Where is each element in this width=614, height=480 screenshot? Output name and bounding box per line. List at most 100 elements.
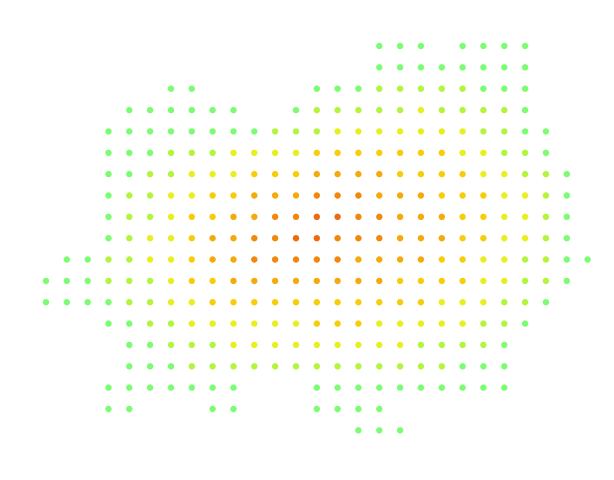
map-dot bbox=[459, 106, 466, 114]
map-dot bbox=[355, 213, 362, 220]
map-dot bbox=[230, 299, 237, 306]
map-dot bbox=[438, 363, 445, 370]
map-dot bbox=[480, 42, 487, 50]
map-dot bbox=[480, 256, 487, 263]
map-dot bbox=[313, 320, 320, 327]
map-dot bbox=[251, 256, 258, 263]
map-dot bbox=[563, 277, 570, 285]
map-dot bbox=[396, 427, 404, 434]
map-dot bbox=[105, 213, 112, 220]
map-dot bbox=[480, 384, 487, 391]
map-dot bbox=[521, 149, 529, 156]
map-dot bbox=[459, 192, 466, 199]
map-dot bbox=[480, 192, 487, 199]
map-dot bbox=[146, 320, 154, 327]
map-dot bbox=[126, 363, 133, 370]
map-dot bbox=[376, 106, 383, 114]
map-dot bbox=[292, 341, 300, 349]
map-dot bbox=[396, 42, 404, 50]
map-dot bbox=[417, 42, 425, 50]
map-dot bbox=[417, 149, 425, 156]
map-dot bbox=[313, 277, 320, 285]
map-dot bbox=[438, 128, 445, 135]
map-dot bbox=[480, 320, 487, 327]
map-dot bbox=[459, 213, 466, 220]
map-dot bbox=[42, 299, 50, 306]
map-dot bbox=[146, 277, 154, 285]
map-dot bbox=[251, 363, 258, 370]
map-dot bbox=[542, 213, 550, 220]
map-dot bbox=[292, 106, 300, 114]
map-dot bbox=[167, 170, 175, 178]
map-dot bbox=[146, 363, 154, 370]
map-dot bbox=[334, 235, 341, 242]
map-dot bbox=[126, 106, 133, 114]
map-dot bbox=[501, 299, 508, 306]
map-dot bbox=[146, 128, 154, 135]
map-dot bbox=[459, 320, 466, 327]
map-dot bbox=[313, 384, 320, 391]
map-dot bbox=[126, 341, 133, 349]
map-dot bbox=[271, 128, 279, 135]
map-dot bbox=[271, 363, 279, 370]
map-dot bbox=[105, 128, 112, 135]
map-dot bbox=[313, 213, 320, 220]
map-dot bbox=[167, 341, 175, 349]
map-dot bbox=[230, 363, 237, 370]
map-dot bbox=[209, 299, 216, 306]
map-dot bbox=[230, 341, 237, 349]
map-dot bbox=[459, 235, 466, 242]
map-dot bbox=[230, 320, 237, 327]
map-dot bbox=[396, 128, 404, 135]
map-dot bbox=[188, 256, 195, 263]
map-dot bbox=[376, 192, 383, 199]
map-dot bbox=[355, 277, 362, 285]
map-dot bbox=[521, 277, 529, 285]
map-dot bbox=[105, 235, 112, 242]
map-dot bbox=[167, 299, 175, 306]
map-dot bbox=[438, 106, 445, 114]
map-dot bbox=[126, 256, 133, 263]
map-dot bbox=[584, 256, 591, 263]
map-dot bbox=[417, 170, 425, 178]
map-dot bbox=[126, 149, 133, 156]
map-dot bbox=[459, 128, 466, 135]
map-dot bbox=[376, 149, 383, 156]
map-dot bbox=[355, 299, 362, 306]
map-dot bbox=[355, 405, 362, 413]
map-dot bbox=[292, 277, 300, 285]
map-dot bbox=[230, 384, 237, 391]
map-dot bbox=[501, 64, 508, 71]
map-dot bbox=[251, 128, 258, 135]
map-dot bbox=[209, 256, 216, 263]
map-dot bbox=[334, 405, 341, 413]
map-dot bbox=[563, 235, 570, 242]
map-dot bbox=[230, 277, 237, 285]
map-dot bbox=[209, 106, 216, 114]
map-dot bbox=[230, 405, 237, 413]
map-dot bbox=[292, 256, 300, 263]
map-dot bbox=[501, 277, 508, 285]
map-dot bbox=[167, 128, 175, 135]
map-dot bbox=[209, 192, 216, 199]
map-dot bbox=[542, 256, 550, 263]
map-dot bbox=[146, 235, 154, 242]
map-dot bbox=[63, 277, 70, 285]
map-dot bbox=[459, 42, 466, 50]
map-dot bbox=[438, 384, 445, 391]
map-dot bbox=[542, 128, 550, 135]
map-dot bbox=[251, 277, 258, 285]
map-dot bbox=[459, 64, 466, 71]
map-dot bbox=[417, 106, 425, 114]
map-dot bbox=[105, 170, 112, 178]
map-dot bbox=[313, 405, 320, 413]
map-dot bbox=[396, 277, 404, 285]
map-dot bbox=[501, 256, 508, 263]
map-dot bbox=[396, 170, 404, 178]
map-dot bbox=[230, 192, 237, 199]
map-dot bbox=[334, 320, 341, 327]
map-dot bbox=[542, 170, 550, 178]
map-dot bbox=[167, 149, 175, 156]
map-dot bbox=[521, 320, 529, 327]
